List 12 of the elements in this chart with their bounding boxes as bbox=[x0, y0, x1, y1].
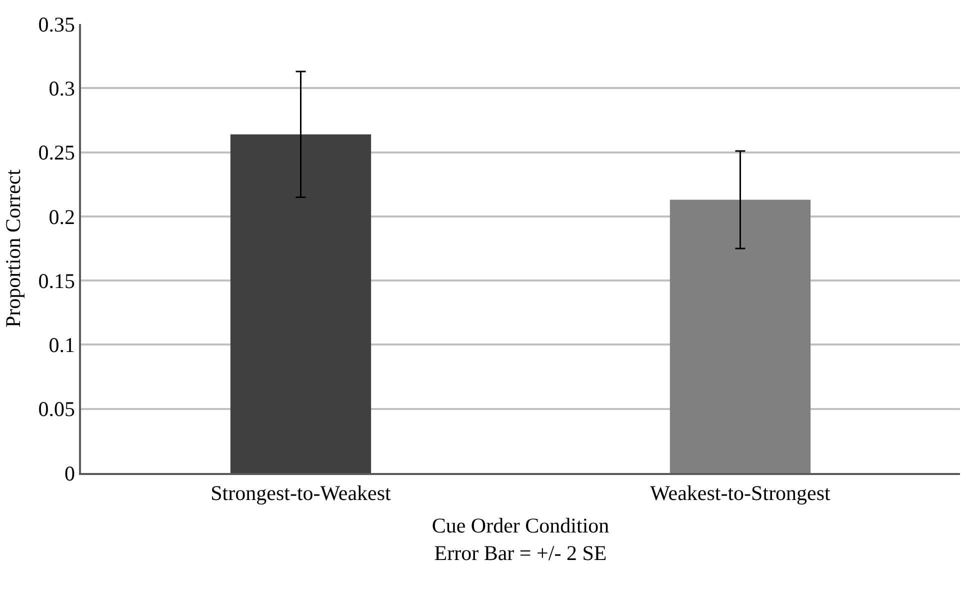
y-tick-label: 0.2 bbox=[48, 204, 76, 229]
y-tick-label: 0.1 bbox=[48, 333, 76, 358]
y-tick-label: 0.35 bbox=[38, 12, 76, 36]
x-axis-title: Cue Order Condition Error Bar = +/- 2 SE bbox=[432, 514, 610, 565]
y-tick-label: 0.3 bbox=[48, 76, 76, 100]
y-tick-label: 0.15 bbox=[38, 268, 76, 293]
y-tick-label: 0.05 bbox=[38, 397, 76, 422]
y-tick-label: 0 bbox=[64, 461, 76, 486]
x-tick-label: Weakest-to-Strongest bbox=[650, 480, 831, 505]
x-tick-label: Strongest-to-Weakest bbox=[210, 480, 392, 505]
y-tick-label: 0.25 bbox=[38, 140, 76, 165]
y-axis-title: Proportion Correct bbox=[0, 169, 25, 328]
